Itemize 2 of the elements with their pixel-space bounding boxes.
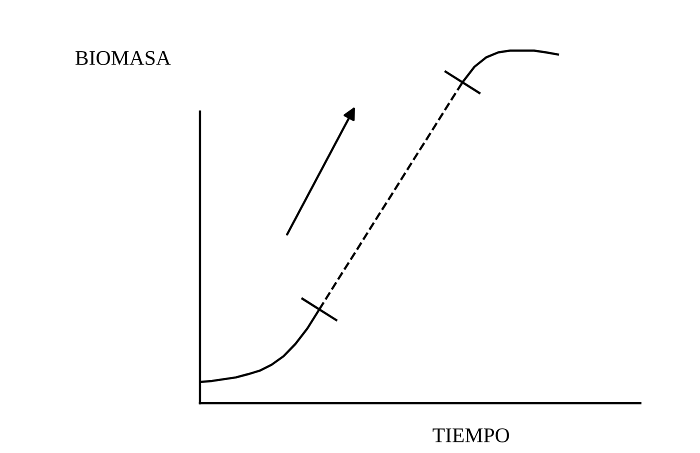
y-axis-title: BIOMASA [76,51,171,66]
x-axis-title: TIEMPO [432,428,510,442]
